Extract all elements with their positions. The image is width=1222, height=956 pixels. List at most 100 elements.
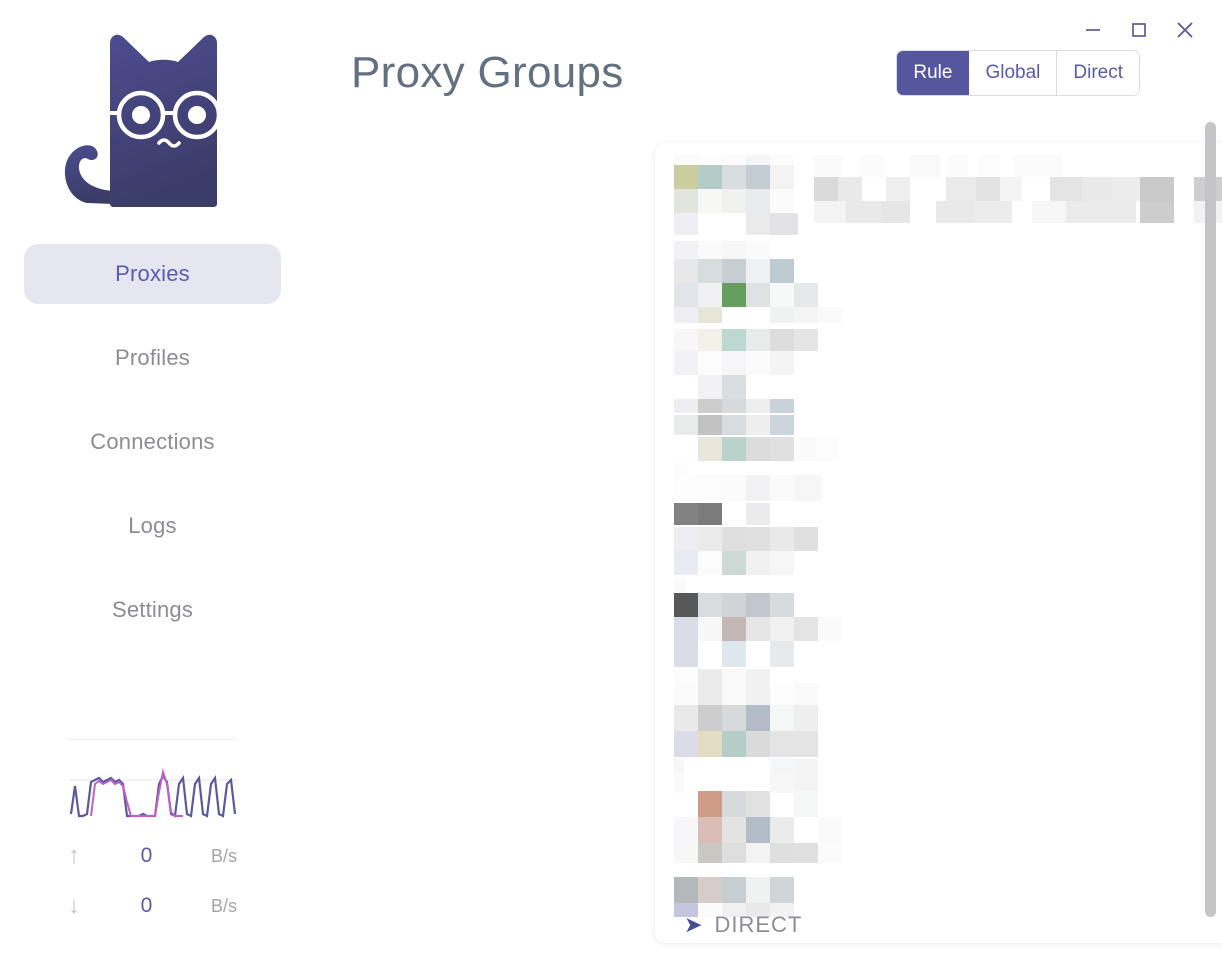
mosaic-block (770, 617, 794, 641)
sidebar-item-logs[interactable]: Logs (24, 496, 281, 556)
proxy-group-row[interactable] (655, 773, 1222, 863)
mosaic-block (722, 437, 746, 461)
proxy-group-row[interactable] (655, 593, 1222, 683)
minimize-button[interactable] (1070, 10, 1116, 50)
mosaic-block (674, 551, 698, 575)
mosaic-block (746, 903, 770, 917)
mosaic-block (1140, 177, 1174, 201)
mosaic-block (674, 877, 698, 903)
mosaic-block (770, 731, 794, 757)
mosaic-block (698, 791, 722, 817)
mosaic-block (746, 617, 770, 641)
proxy-groups-card: ➤ DIRECT (655, 143, 1222, 943)
mosaic-block (722, 399, 746, 413)
mosaic-block (674, 759, 684, 773)
sidebar-nav: Proxies Profiles Connections Logs Settin… (0, 244, 305, 664)
window-controls (1070, 0, 1222, 60)
censored-group-content (674, 413, 1222, 503)
mosaic-block (674, 399, 698, 413)
maximize-button[interactable] (1116, 10, 1162, 50)
censored-group-content (674, 143, 1222, 235)
sidebar-item-connections[interactable]: Connections (24, 412, 281, 472)
mosaic-block (816, 437, 838, 461)
mosaic-block (746, 527, 770, 551)
mosaic-block (722, 669, 746, 683)
mosaic-block (770, 641, 794, 667)
mosaic-block (770, 527, 794, 551)
page-header: Proxy Groups Rule Global Direct (305, 0, 1222, 146)
mosaic-block (674, 415, 698, 435)
mosaic-block (674, 579, 686, 593)
mosaic-block (746, 843, 770, 863)
mosaic-block (770, 399, 794, 413)
mosaic-block (674, 165, 698, 189)
sidebar-item-settings[interactable]: Settings (24, 580, 281, 640)
mosaic-block (770, 259, 794, 283)
proxy-group-row[interactable] (655, 683, 1222, 773)
mosaic-block (722, 551, 746, 575)
mosaic-block (770, 843, 794, 863)
mosaic-block (698, 307, 722, 323)
mosaic-block (698, 503, 722, 525)
direct-label: DIRECT (714, 912, 803, 937)
mosaic-block (674, 641, 698, 667)
mosaic-block (698, 399, 722, 413)
mosaic-block (770, 683, 794, 705)
mosaic-block (770, 759, 794, 773)
mosaic-block (746, 731, 770, 757)
clash-cat-logo (45, 18, 260, 230)
sidebar-item-label: Settings (111, 597, 194, 622)
mosaic-block (722, 351, 746, 375)
vertical-scrollbar-thumb[interactable] (1205, 122, 1216, 917)
mosaic-block (946, 177, 976, 201)
mosaic-block (818, 817, 842, 843)
censored-group-content (674, 503, 1222, 593)
mosaic-block (674, 329, 698, 351)
mosaic-block (698, 903, 722, 917)
mosaic-block (746, 241, 770, 263)
mosaic-block (1032, 201, 1066, 223)
mosaic-block (722, 817, 746, 843)
divider (68, 739, 237, 740)
maximize-icon (1128, 19, 1150, 41)
mosaic-block (674, 527, 698, 551)
main-content: Proxy Groups Rule Global Direct ➤ DIRECT (305, 0, 1222, 956)
proxy-group-row[interactable] (655, 143, 1222, 235)
mosaic-block (770, 329, 794, 351)
mosaic-block (770, 307, 794, 323)
mosaic-block (698, 669, 722, 683)
proxy-group-row[interactable] (655, 503, 1222, 593)
upload-unit: B/s (210, 845, 237, 866)
mosaic-block (722, 189, 746, 213)
sidebar-item-proxies[interactable]: Proxies (24, 244, 281, 304)
mosaic-block (794, 731, 818, 757)
upload-value: 0 (140, 844, 153, 867)
mosaic-block (722, 617, 746, 641)
mosaic-block (722, 877, 746, 903)
mode-button-global[interactable]: Global (969, 51, 1058, 95)
proxy-group-row[interactable] (655, 413, 1222, 503)
sidebar: Proxies Profiles Connections Logs Settin… (0, 0, 305, 956)
mosaic-block (722, 329, 746, 351)
mode-button-rule[interactable]: Rule (897, 51, 970, 95)
proxy-group-row[interactable] (655, 863, 1222, 943)
direct-proxy-entry[interactable]: ➤ DIRECT (674, 907, 802, 943)
mosaic-block (794, 475, 822, 501)
mosaic-block (770, 213, 798, 235)
vertical-scrollbar-track[interactable] (1205, 122, 1216, 942)
mode-button-direct[interactable]: Direct (1057, 51, 1139, 95)
sidebar-item-profiles[interactable]: Profiles (24, 328, 281, 388)
proxy-group-row[interactable] (655, 233, 1222, 323)
mosaic-block (770, 283, 794, 307)
mosaic-block (976, 177, 1000, 201)
close-button[interactable] (1162, 10, 1208, 50)
mosaic-block (770, 475, 794, 501)
proxy-group-row[interactable] (655, 323, 1222, 413)
censored-group-content (674, 593, 1222, 683)
mosaic-block (698, 351, 722, 375)
mosaic-block (882, 201, 910, 223)
mosaic-block (910, 155, 940, 177)
mosaic-block (770, 165, 794, 189)
mosaic-block (722, 375, 746, 399)
